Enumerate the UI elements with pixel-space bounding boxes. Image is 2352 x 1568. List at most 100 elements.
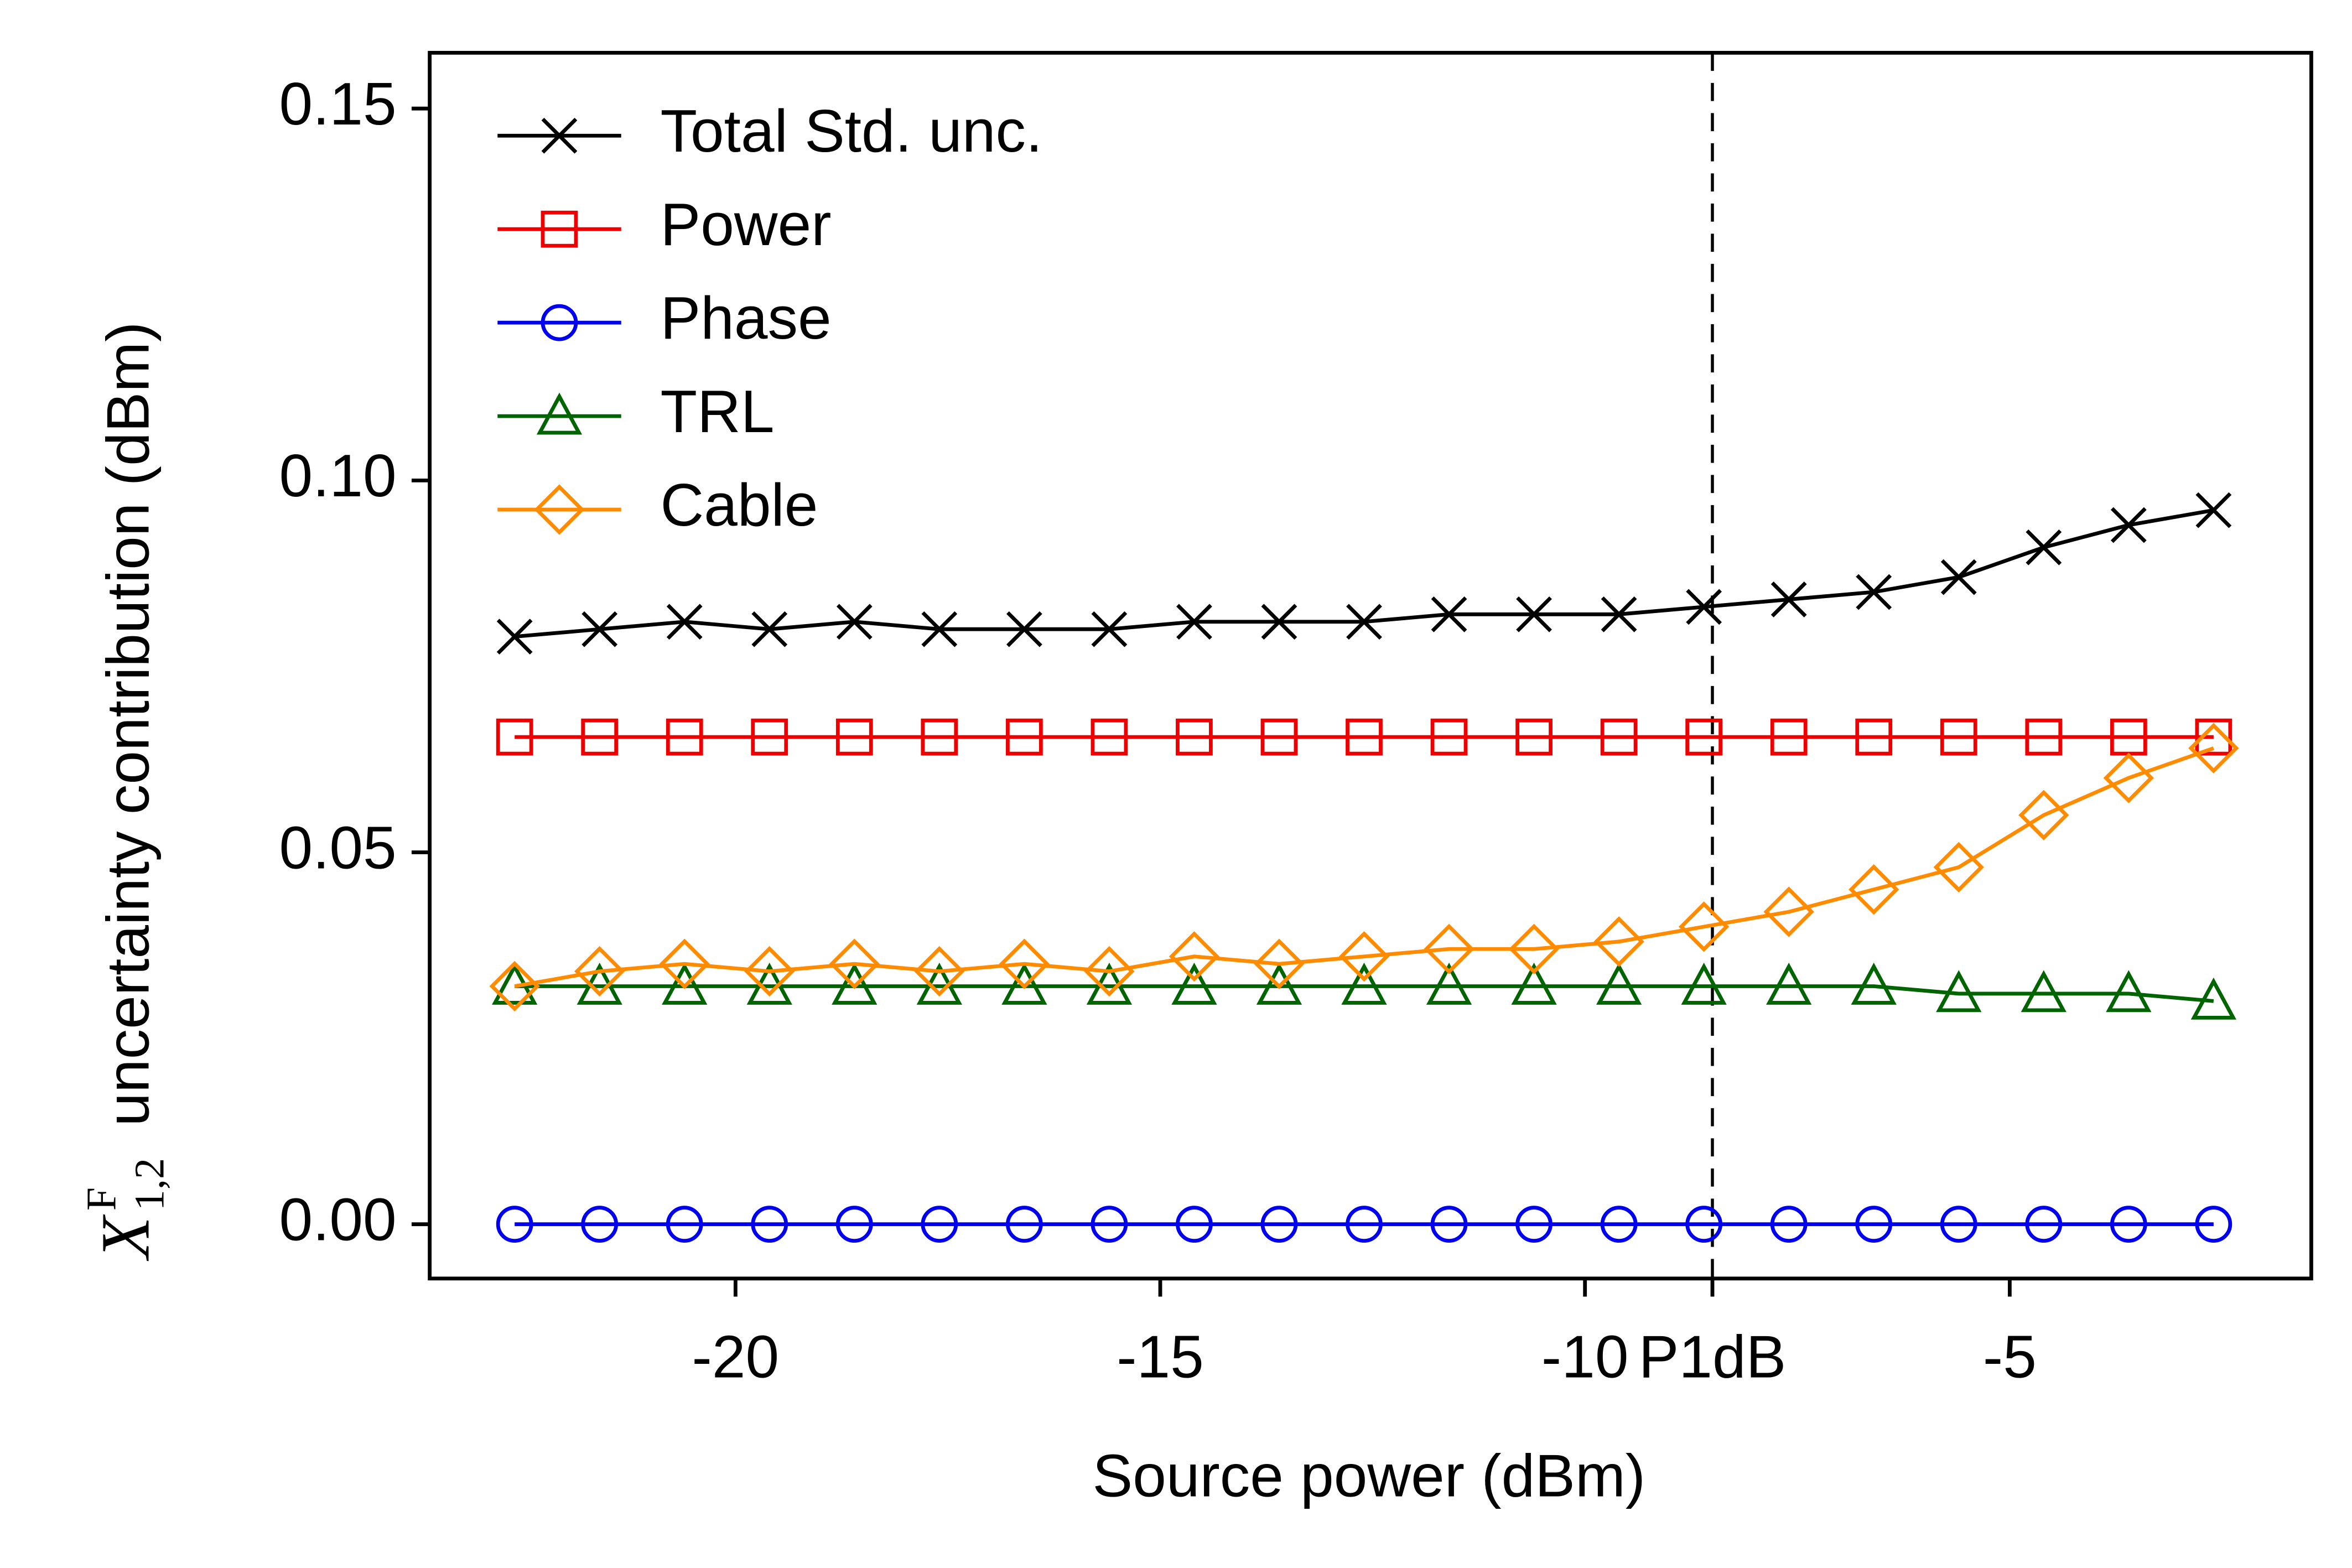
marker: [1001, 962, 1047, 1005]
marker: [1508, 923, 1560, 974]
marker: [1338, 931, 1390, 982]
marker: [1851, 962, 1897, 1005]
y-tick-label: 0.10: [279, 442, 397, 510]
marker: [1091, 718, 1128, 756]
marker: [1430, 1206, 1468, 1243]
marker: [1261, 604, 1297, 640]
y-axis-label: X F 1,2 uncertainty contribution (dBm): [77, 322, 173, 1262]
marker: [751, 1206, 788, 1243]
x-tick-label: -5: [1983, 1323, 2037, 1390]
series-line: [514, 746, 2214, 988]
marker: [1084, 946, 1135, 997]
y-tick-label: 0.05: [279, 814, 397, 881]
marker: [541, 210, 578, 248]
marker: [2110, 1206, 2147, 1243]
marker: [2018, 790, 2069, 840]
marker: [666, 1206, 703, 1243]
x-tick-label: -15: [1117, 1323, 1204, 1390]
marker: [1600, 1206, 1638, 1243]
marker: [2021, 970, 2067, 1013]
marker: [1770, 718, 1808, 756]
marker: [1763, 886, 1814, 937]
marker: [1254, 938, 1305, 989]
marker: [1685, 1206, 1723, 1243]
marker: [581, 1206, 619, 1243]
marker: [489, 960, 540, 1012]
marker: [1855, 718, 1893, 756]
marker: [2103, 752, 2154, 803]
marker: [1849, 864, 1899, 915]
marker: [581, 718, 619, 756]
marker: [921, 718, 958, 756]
marker: [1006, 611, 1042, 647]
marker: [1426, 962, 1472, 1005]
marker: [2025, 718, 2063, 756]
marker: [2106, 970, 2152, 1013]
marker: [1091, 1206, 1128, 1243]
marker: [999, 938, 1050, 989]
marker: [1940, 718, 1977, 756]
marker: [1346, 604, 1382, 640]
legend-label: Total Std. unc.: [661, 97, 1043, 165]
marker: [829, 938, 880, 989]
marker: [541, 117, 578, 154]
marker: [1681, 962, 1727, 1005]
marker: [1855, 1206, 1893, 1243]
marker: [835, 1206, 873, 1243]
marker: [662, 962, 708, 1005]
marker: [1516, 596, 1552, 632]
marker: [835, 718, 873, 756]
marker: [2195, 1206, 2232, 1243]
marker: [2110, 507, 2147, 543]
marker: [666, 604, 703, 640]
marker: [1771, 581, 1807, 617]
marker: [1341, 962, 1387, 1005]
legend-label: TRL: [661, 378, 775, 445]
marker: [1511, 962, 1557, 1005]
marker: [2026, 529, 2062, 565]
marker: [2025, 1206, 2063, 1243]
marker: [1176, 718, 1213, 756]
marker: [534, 484, 585, 535]
marker: [1169, 931, 1220, 982]
marker: [1936, 970, 1982, 1013]
marker: [1933, 842, 1984, 893]
marker: [1176, 1206, 1213, 1243]
marker: [1424, 923, 1474, 974]
marker: [541, 304, 578, 341]
marker: [1686, 589, 1722, 625]
x-tick-label: -20: [692, 1323, 780, 1390]
marker: [832, 962, 878, 1005]
marker: [751, 611, 788, 647]
marker: [921, 611, 958, 647]
marker: [2195, 718, 2232, 756]
marker: [496, 718, 533, 756]
marker: [666, 718, 703, 756]
marker: [1176, 604, 1212, 640]
x-axis-label: Source power (dBm): [1093, 1442, 1646, 1510]
marker: [574, 946, 625, 997]
legend-label: Phase: [661, 284, 832, 352]
marker: [1005, 718, 1043, 756]
marker: [1766, 962, 1812, 1005]
marker: [1431, 596, 1467, 632]
marker: [1678, 901, 1730, 952]
plot-frame: [428, 50, 2313, 1281]
marker: [536, 392, 583, 435]
marker: [496, 1206, 533, 1243]
marker: [921, 1206, 958, 1243]
marker: [1346, 718, 1383, 756]
x-tick-label: -10: [1541, 1323, 1629, 1390]
legend-label: Cable: [661, 471, 818, 539]
marker: [2190, 977, 2237, 1020]
marker: [1260, 1206, 1298, 1243]
y-tick-label: 0.15: [279, 70, 397, 138]
marker: [496, 619, 533, 655]
marker: [1346, 1206, 1383, 1243]
y-tick-label: 0.00: [279, 1186, 397, 1253]
x-tick-label: P1dB: [1639, 1323, 1787, 1390]
marker: [1685, 718, 1723, 756]
marker: [2195, 492, 2232, 528]
marker: [1601, 596, 1637, 632]
